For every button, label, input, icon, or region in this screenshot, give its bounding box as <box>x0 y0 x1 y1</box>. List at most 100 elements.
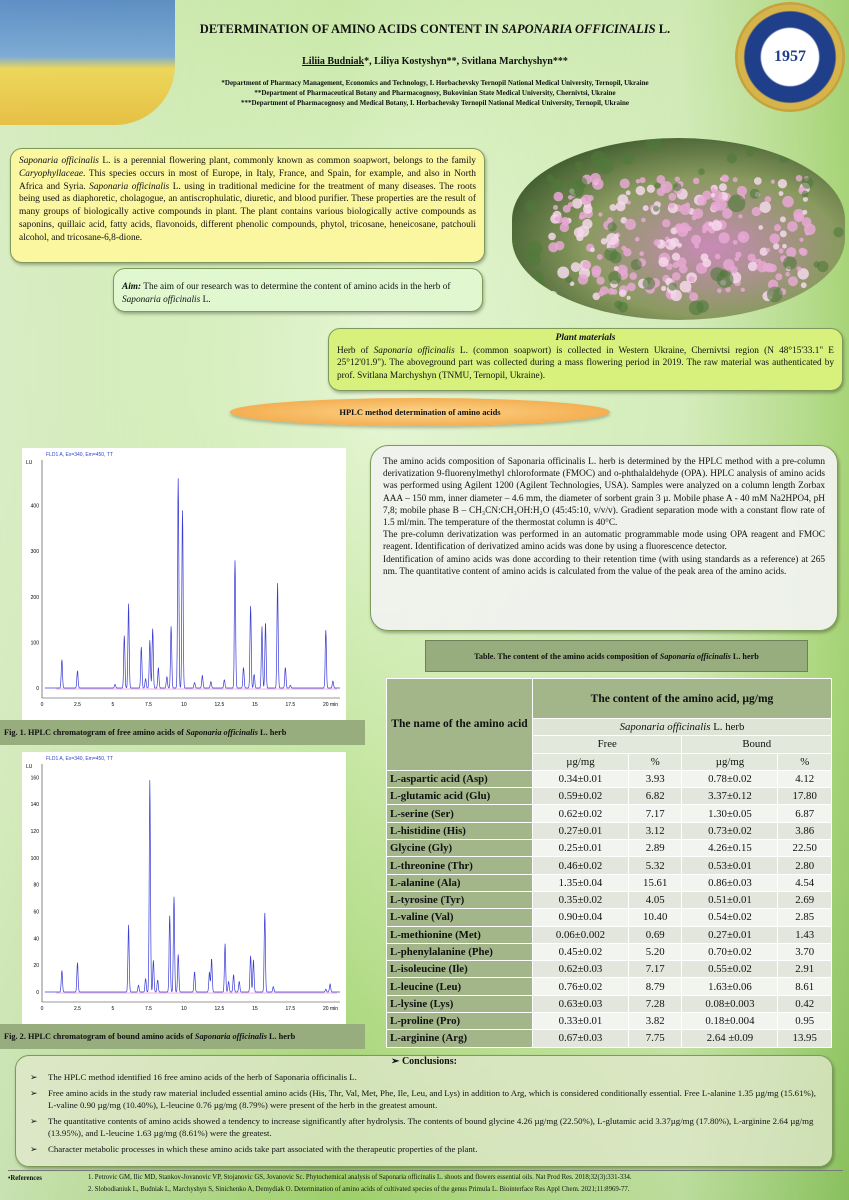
table-row: L-isoleucine (Ile) 0.62±0.03 7.17 0.55±0.02… <box>386 960 832 979</box>
leaf <box>766 286 783 303</box>
y-tick-label: 300 <box>31 549 40 555</box>
table-cell: 3.93 <box>627 769 683 789</box>
leaf <box>652 205 660 212</box>
references: •References 1. Petrovic GM, Ilic MD, Sta… <box>8 1170 843 1196</box>
flower <box>665 241 670 247</box>
affiliations: *Department of Pharmacy Management, Econ… <box>150 78 720 108</box>
table-cell: 7.17 <box>627 960 683 979</box>
flower <box>751 206 761 217</box>
flower <box>721 174 729 183</box>
leaf <box>749 188 760 199</box>
flower <box>596 253 603 260</box>
table-row: L-threonine (Thr) 0.46±0.02 5.32 0.53±0.01 2… <box>386 856 832 875</box>
flower <box>582 204 593 214</box>
table-cell: 6.87 <box>777 804 832 823</box>
y-tick-label: 200 <box>31 595 40 601</box>
percent-header: % <box>627 752 683 771</box>
table-cell: 0.55±0.02 <box>681 960 779 979</box>
table-row: L-histidine (His) 0.27±0.01 3.12 0.73±0.02 3… <box>386 821 832 841</box>
unit-header: µg/mg <box>681 752 779 771</box>
leaf <box>525 240 543 258</box>
table-cell: 17.80 <box>777 787 832 806</box>
table-row: L-methionine (Met) 0.06±0.002 0.69 0.27±0.0… <box>386 925 832 944</box>
flower <box>710 192 716 198</box>
amino-acid-name: L-lysine (Lys) <box>386 994 533 1014</box>
table-cell: 0.76±0.02 <box>532 977 629 996</box>
x-unit: min <box>330 1006 338 1012</box>
flower <box>722 208 733 219</box>
leaf <box>727 194 746 213</box>
flower <box>656 187 666 197</box>
flower <box>671 272 681 281</box>
flower <box>701 228 707 234</box>
flower <box>639 177 646 184</box>
flower <box>753 177 762 185</box>
table-row: L-alanine (Ala) 1.35±0.04 15.61 0.86±0.03 4.… <box>386 873 832 892</box>
table-cell: 7.28 <box>627 994 683 1014</box>
table-cell: 4.26±0.15 <box>681 839 779 858</box>
table-row: L-lysine (Lys) 0.63±0.03 7.28 0.08±0.003 0.4… <box>386 994 832 1014</box>
flower <box>718 183 727 192</box>
flower <box>769 233 780 244</box>
table-row: L-proline (Pro) 0.33±0.01 3.82 0.18±0.004 0.… <box>386 1012 832 1031</box>
flower <box>553 191 564 202</box>
flower <box>609 204 617 212</box>
table-cell: 2.85 <box>777 908 832 927</box>
table-cell: 1.63±0.06 <box>681 977 779 996</box>
conclusion-item: Character metabolic processes in which t… <box>30 1143 818 1155</box>
table-cell: 0.18±0.004 <box>681 1012 779 1031</box>
affiliation: **Department of Pharmaceutical Botany an… <box>254 89 616 97</box>
amino-acid-name: L-histidine (His) <box>386 821 533 841</box>
flower <box>779 216 786 223</box>
table-cell: 22.50 <box>777 839 832 858</box>
y-tick-label: 100 <box>31 856 40 862</box>
table-cell: 0.63±0.03 <box>532 994 629 1014</box>
flower <box>606 233 619 246</box>
logo-year: 1957 <box>774 48 806 65</box>
flower <box>600 238 608 245</box>
leaf <box>668 282 677 291</box>
flower <box>557 266 570 279</box>
amino-acid-name: L-tyrosine (Tyr) <box>386 890 533 910</box>
flower <box>668 202 675 209</box>
flower <box>679 280 692 293</box>
leaf <box>642 277 656 290</box>
flower <box>607 217 613 223</box>
x-tick-label: 2.5 <box>74 1006 81 1012</box>
x-tick-label: 20 <box>323 1006 329 1012</box>
table-cell: 0.42 <box>777 994 832 1014</box>
flower <box>802 209 808 215</box>
flower <box>561 216 569 224</box>
flower <box>786 247 797 258</box>
x-tick-label: 17.5 <box>285 1006 295 1012</box>
flower <box>577 274 589 285</box>
table-cell: 0.27±0.01 <box>532 821 629 841</box>
table-cell: 0.62±0.03 <box>532 960 629 979</box>
main-author: Liliia Budniak <box>302 56 365 67</box>
x-tick-label: 17.5 <box>285 702 295 708</box>
flower <box>711 220 723 231</box>
flower <box>782 195 794 208</box>
table-cell: 2.64 ±0.09 <box>681 1029 779 1048</box>
table-cell: 0.70±0.02 <box>681 942 779 962</box>
conclusion-item: The quantitative contents of amino acids… <box>30 1115 818 1139</box>
flower <box>671 252 681 261</box>
flower <box>669 237 680 247</box>
flower <box>598 212 603 217</box>
table-cell: 15.61 <box>627 873 683 892</box>
x-tick-label: 7.5 <box>145 1006 152 1012</box>
flower <box>716 288 722 294</box>
leaf <box>746 149 754 157</box>
flower <box>567 202 574 208</box>
flower <box>777 178 788 189</box>
x-tick-label: 0 <box>41 702 44 708</box>
amino-acids-table: The name of the amino acid The content of… <box>386 678 832 1048</box>
flower <box>617 194 629 206</box>
flower <box>729 265 738 274</box>
saponaria-plant-photo <box>512 138 845 320</box>
table-cell: 5.32 <box>627 856 683 875</box>
amino-acid-name: L-methionine (Met) <box>386 925 533 944</box>
flower <box>715 198 727 211</box>
flower <box>635 185 646 196</box>
table-cell: 4.12 <box>777 769 832 789</box>
